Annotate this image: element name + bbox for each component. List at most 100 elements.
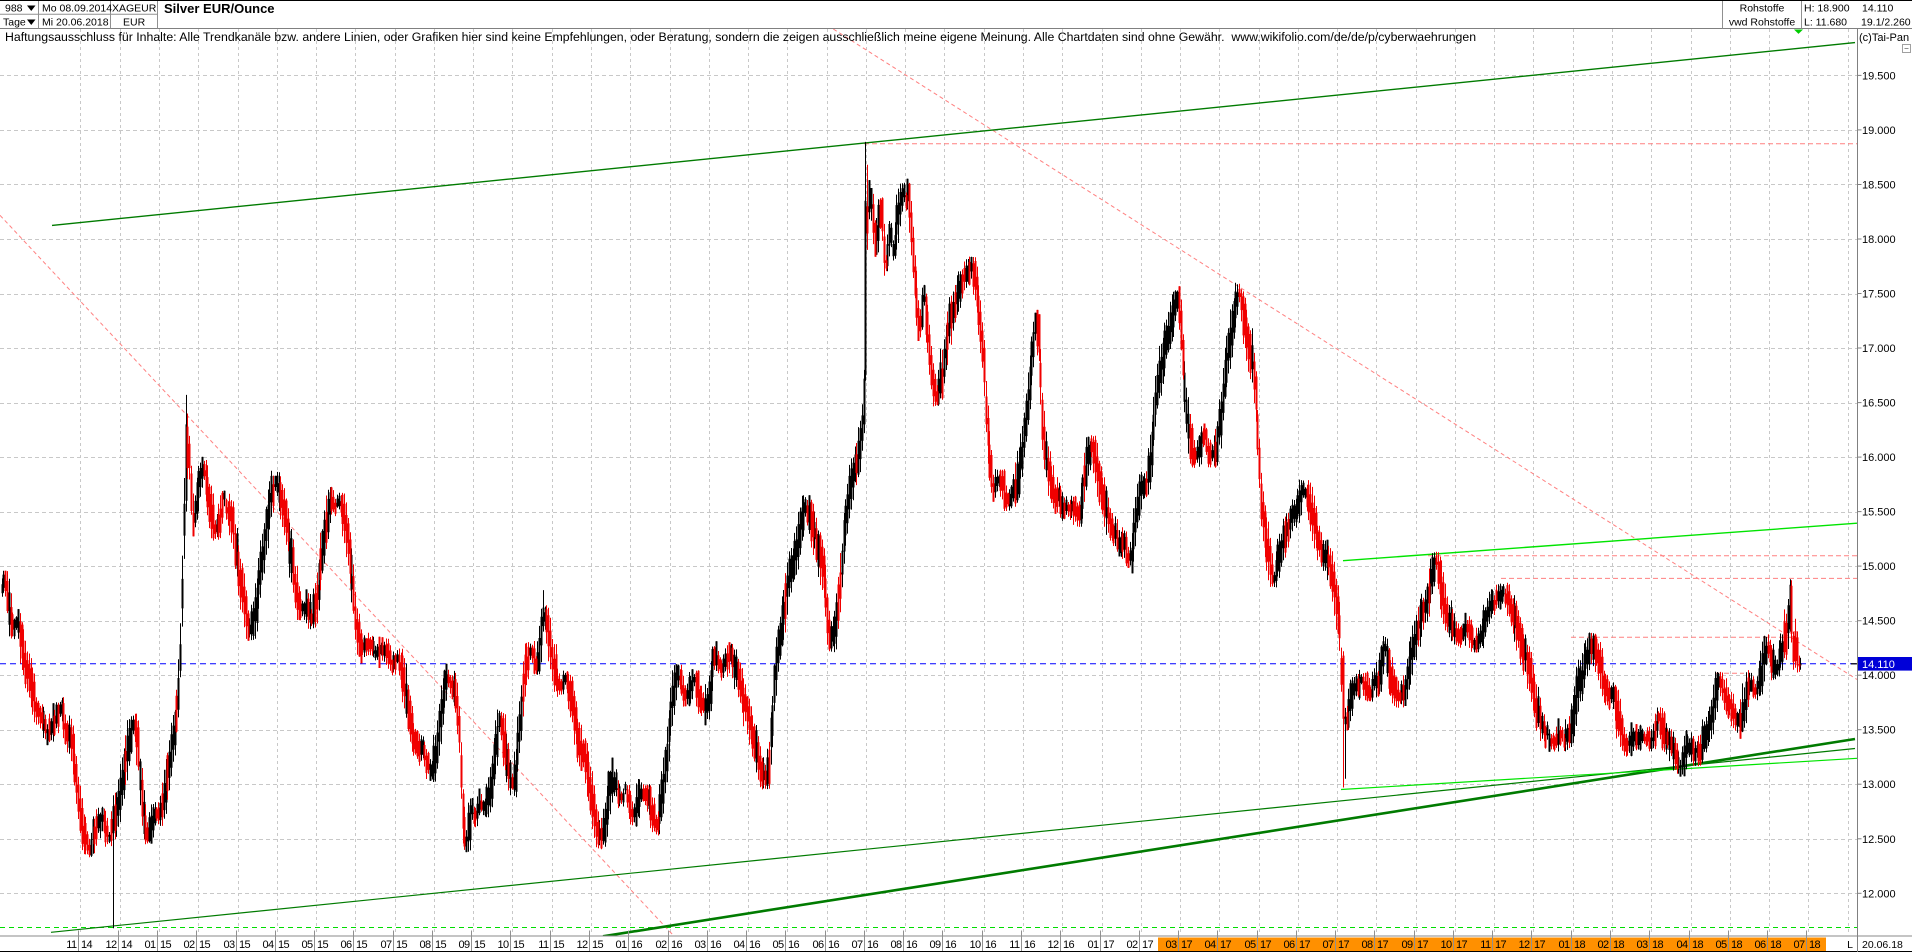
svg-text:15: 15: [239, 939, 251, 951]
svg-text:17: 17: [1260, 939, 1272, 951]
svg-text:04: 04: [1676, 939, 1688, 951]
svg-text:12: 12: [576, 939, 588, 951]
svg-text:08: 08: [890, 939, 902, 951]
svg-text:13.500: 13.500: [1862, 725, 1896, 737]
svg-text:02: 02: [1126, 939, 1138, 951]
svg-text:15.000: 15.000: [1862, 561, 1896, 573]
svg-text:18: 18: [1574, 939, 1586, 951]
svg-text:01: 01: [1087, 939, 1099, 951]
svg-text:03: 03: [223, 939, 235, 951]
svg-text:02: 02: [1597, 939, 1609, 951]
svg-text:10: 10: [1440, 939, 1452, 951]
svg-text:10: 10: [497, 939, 509, 951]
svg-text:vwd Rohstoffe: vwd Rohstoffe: [1729, 16, 1796, 28]
svg-text:13.000: 13.000: [1862, 779, 1896, 791]
svg-text:11: 11: [1480, 939, 1491, 951]
svg-text:09: 09: [929, 939, 941, 951]
svg-text:01: 01: [1558, 939, 1570, 951]
svg-text:18.000: 18.000: [1862, 234, 1896, 246]
svg-text:15: 15: [553, 939, 565, 951]
svg-text:XAGEUR: XAGEUR: [112, 2, 157, 14]
svg-text:03: 03: [1165, 939, 1177, 951]
svg-text:15: 15: [513, 939, 525, 951]
svg-text:07: 07: [1322, 939, 1334, 951]
svg-text:06: 06: [1754, 939, 1766, 951]
svg-text:16: 16: [1063, 939, 1075, 951]
svg-text:20.06.18: 20.06.18: [1862, 939, 1903, 951]
svg-text:02: 02: [183, 939, 195, 951]
svg-text:17.000: 17.000: [1862, 343, 1896, 355]
svg-text:18: 18: [1731, 939, 1743, 951]
svg-text:09: 09: [458, 939, 470, 951]
svg-text:12.000: 12.000: [1862, 888, 1896, 900]
svg-text:17: 17: [1181, 939, 1193, 951]
svg-text:19.000: 19.000: [1862, 125, 1896, 137]
svg-text:16: 16: [828, 939, 840, 951]
svg-text:08: 08: [419, 939, 431, 951]
svg-text:11: 11: [1009, 939, 1020, 951]
svg-text:19.1/2.260: 19.1/2.260: [1861, 16, 1911, 28]
svg-text:02: 02: [655, 939, 667, 951]
svg-text:07: 07: [1793, 939, 1805, 951]
svg-text:15: 15: [592, 939, 604, 951]
svg-text:16: 16: [671, 939, 683, 951]
svg-text:14.000: 14.000: [1862, 670, 1896, 682]
svg-text:05: 05: [301, 939, 313, 951]
svg-text:14: 14: [81, 939, 93, 951]
svg-text:L: L: [1847, 939, 1853, 951]
svg-text:15: 15: [160, 939, 172, 951]
svg-text:05: 05: [1244, 939, 1256, 951]
svg-text:12: 12: [1518, 939, 1530, 951]
svg-text:Mi 20.06.2018: Mi 20.06.2018: [42, 16, 109, 28]
svg-text:15: 15: [356, 939, 368, 951]
svg-text:16: 16: [985, 939, 997, 951]
svg-text:03: 03: [1636, 939, 1648, 951]
svg-text:12: 12: [1047, 939, 1059, 951]
svg-text:12: 12: [105, 939, 117, 951]
svg-text:17: 17: [1142, 939, 1154, 951]
svg-text:15: 15: [278, 939, 290, 951]
svg-text:04: 04: [1204, 939, 1216, 951]
svg-text:03: 03: [694, 939, 706, 951]
svg-text:04: 04: [262, 939, 274, 951]
svg-text:06: 06: [340, 939, 352, 951]
svg-text:L: 11.680: L: 11.680: [1804, 16, 1847, 28]
svg-text:14.110: 14.110: [1862, 659, 1895, 671]
svg-text:05: 05: [1715, 939, 1727, 951]
svg-text:Rohstoffe: Rohstoffe: [1740, 2, 1785, 14]
svg-text:14.500: 14.500: [1862, 616, 1896, 628]
svg-text:10: 10: [969, 939, 981, 951]
svg-text:06: 06: [812, 939, 824, 951]
svg-text:14.110: 14.110: [1862, 2, 1893, 14]
svg-text:06: 06: [1283, 939, 1295, 951]
svg-text:988: 988: [5, 2, 23, 14]
svg-text:01: 01: [615, 939, 627, 951]
svg-text:18: 18: [1613, 939, 1625, 951]
svg-text:07: 07: [851, 939, 863, 951]
svg-text:15: 15: [199, 939, 211, 951]
svg-text:14: 14: [121, 939, 133, 951]
svg-text:16.000: 16.000: [1862, 452, 1896, 464]
svg-text:17: 17: [1495, 939, 1507, 951]
svg-text:15: 15: [396, 939, 408, 951]
svg-text:18: 18: [1692, 939, 1704, 951]
svg-text:16: 16: [710, 939, 722, 951]
svg-text:08: 08: [1361, 939, 1373, 951]
svg-text:17: 17: [1299, 939, 1311, 951]
svg-text:H: 18.900: H: 18.900: [1804, 2, 1850, 14]
svg-text:17: 17: [1220, 939, 1232, 951]
svg-text:15: 15: [435, 939, 447, 951]
svg-text:04: 04: [733, 939, 745, 951]
svg-text:18: 18: [1809, 939, 1821, 951]
svg-text:16: 16: [867, 939, 879, 951]
svg-text:17: 17: [1534, 939, 1546, 951]
svg-text:18: 18: [1770, 939, 1782, 951]
svg-text:11: 11: [538, 939, 549, 951]
svg-text:17: 17: [1417, 939, 1429, 951]
svg-text:05: 05: [772, 939, 784, 951]
svg-text:19.500: 19.500: [1862, 70, 1896, 82]
svg-text:Silver EUR/Ounce: Silver EUR/Ounce: [164, 1, 275, 16]
svg-text:17: 17: [1338, 939, 1350, 951]
svg-text:16: 16: [945, 939, 957, 951]
svg-text:17: 17: [1456, 939, 1468, 951]
